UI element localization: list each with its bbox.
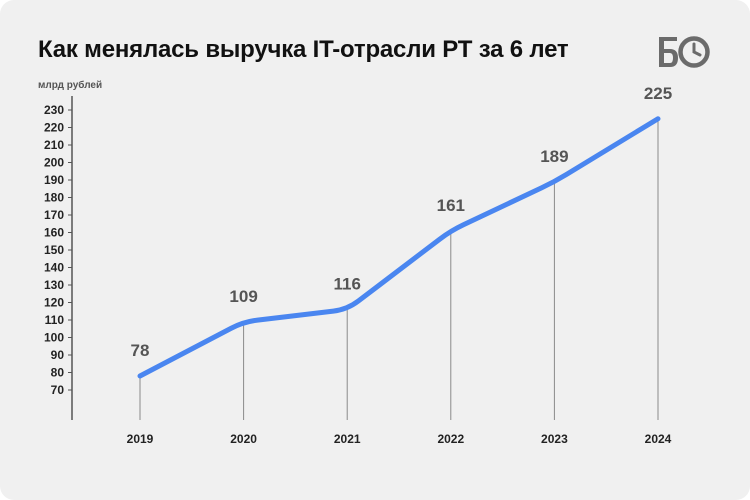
y-tick-label: 230 [44, 103, 64, 117]
y-tick-label: 160 [44, 226, 64, 240]
y-axis: 70 80 90 100 110 120 130 140 150 160 170 180 190 200 2… [44, 96, 73, 420]
y-axis-unit-label: млрд рублей [38, 80, 103, 91]
chart-title: Как менялась выручка IT-отрасли РТ за 6 … [38, 36, 569, 63]
x-tick-label: 2020 [230, 432, 257, 446]
y-tick-label: 180 [44, 191, 64, 205]
y-tick-label: 220 [44, 121, 64, 135]
x-tick-label: 2019 [127, 432, 154, 446]
data-label: 109 [229, 287, 257, 306]
y-tick-label: 80 [51, 366, 65, 380]
y-tick-label: 70 [51, 383, 65, 397]
x-axis: 2019 2020 2021 2022 2023 2024 [127, 432, 672, 446]
data-labels: 78 109 116 161 189 225 [131, 84, 673, 360]
x-tick-label: 2022 [437, 432, 464, 446]
data-label: 225 [644, 84, 672, 103]
y-tick-label: 190 [44, 173, 64, 187]
data-label: 161 [437, 196, 465, 215]
vertical-guides [139, 118, 659, 420]
y-tick-label: 150 [44, 243, 64, 257]
y-tick-label: 200 [44, 156, 64, 170]
y-tick-label: 110 [45, 313, 65, 327]
series-line [137, 116, 661, 379]
data-label: 189 [540, 147, 568, 166]
y-tick-label: 120 [44, 296, 64, 310]
y-tick-label: 100 [44, 331, 64, 345]
y-tick-label: 130 [44, 278, 64, 292]
x-tick-label: 2021 [334, 432, 361, 446]
y-tick-label: 170 [44, 208, 64, 222]
data-label: 116 [333, 275, 360, 294]
bo-logo [659, 36, 710, 68]
y-tick-label: 210 [44, 138, 64, 152]
data-label: 78 [131, 341, 150, 360]
x-tick-label: 2024 [645, 432, 672, 446]
x-tick-label: 2023 [541, 432, 568, 446]
y-tick-label: 90 [51, 348, 65, 362]
y-tick-label: 140 [44, 261, 64, 275]
